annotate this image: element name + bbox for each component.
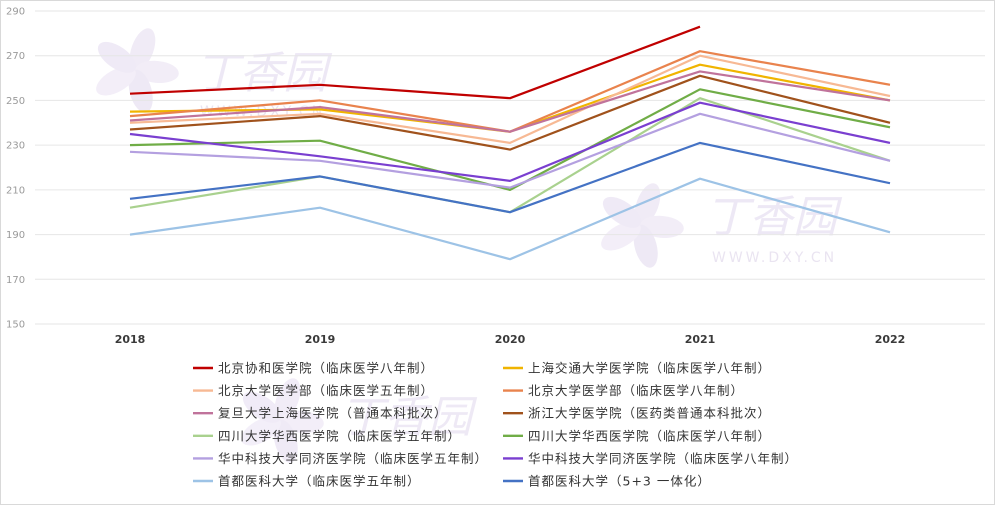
watermark-site-text: WWW.DXY.CN <box>712 250 837 266</box>
legend-label: 浙江大学医学院（医药类普通本科批次） <box>528 406 771 421</box>
legend-item: 浙江大学医学院（医药类普通本科批次） <box>503 406 771 421</box>
legend: 北京协和医学院（临床医学八年制） 上海交通大学医学院（临床医学八年制） 北京大学医学… <box>193 361 798 489</box>
x-tick-label: 2019 <box>305 333 336 346</box>
legend-label: 北京大学医学部（临床医学五年制） <box>218 383 434 398</box>
y-axis-ticks: 150 170 190 210 230 250 270 290 <box>6 7 25 331</box>
y-tick-label: 250 <box>6 96 25 107</box>
legend-label: 四川大学华西医学院（临床医学八年制） <box>528 428 771 443</box>
x-tick-label: 2018 <box>115 333 146 346</box>
legend-label: 上海交通大学医学院（临床医学八年制） <box>528 361 771 376</box>
series-line-8 <box>129 88 891 191</box>
legend-item: 华中科技大学同济医学院（临床医学八年制） <box>503 451 798 466</box>
watermark-logo-bottom: 丁香园 <box>241 378 478 463</box>
x-tick-label: 2022 <box>875 333 906 346</box>
legend-item: 北京大学医学部（临床医学八年制） <box>503 383 744 398</box>
series-line-9 <box>129 112 891 189</box>
legend-label: 北京协和医学院（临床医学八年制） <box>218 361 434 376</box>
y-tick-label: 150 <box>6 320 25 331</box>
legend-label: 首都医科大学（5+3 一体化） <box>528 474 711 489</box>
series-line-5 <box>129 70 891 133</box>
series-line-12 <box>129 141 891 214</box>
x-tick-label: 2021 <box>685 333 716 346</box>
x-axis-ticks: 2018 2019 2020 2021 2022 <box>115 333 906 346</box>
flower-icon <box>241 378 324 463</box>
legend-item: 上海交通大学医学院（临床医学八年制） <box>503 361 771 376</box>
series-line-1 <box>129 25 701 100</box>
legend-label: 复旦大学上海医学院（普通本科批次） <box>218 406 448 421</box>
y-tick-label: 190 <box>6 230 25 241</box>
legend-item: 首都医科大学（5+3 一体化） <box>503 474 711 489</box>
legend-label: 华中科技大学同济医学院（临床医学八年制） <box>528 451 798 466</box>
flower-icon <box>96 28 179 113</box>
legend-item: 四川大学华西医学院（临床医学五年制） <box>193 428 461 443</box>
y-tick-label: 270 <box>6 51 25 62</box>
legend-item: 北京大学医学部（临床医学五年制） <box>193 383 434 398</box>
legend-item: 四川大学华西医学院（临床医学八年制） <box>503 428 771 443</box>
legend-item: 复旦大学上海医学院（普通本科批次） <box>193 406 448 421</box>
legend-item: 北京协和医学院（临床医学八年制） <box>193 361 434 376</box>
legend-label: 四川大学华西医学院（临床医学五年制） <box>218 428 461 443</box>
legend-label: 北京大学医学部（临床医学八年制） <box>528 383 744 398</box>
series-line-6 <box>129 74 891 151</box>
legend-label: 首都医科大学（临床医学五年制） <box>218 474 421 489</box>
watermark-logo-top: 丁香园 WWW.DXY.CN <box>96 28 333 120</box>
series-line-11 <box>129 177 891 261</box>
x-tick-label: 2020 <box>495 333 526 346</box>
legend-item: 华中科技大学同济医学院（临床医学五年制） <box>193 451 488 466</box>
watermark-logo-right: 丁香园 WWW.DXY.CN <box>601 183 843 268</box>
y-tick-label: 210 <box>6 185 25 196</box>
legend-label: 华中科技大学同济医学院（临床医学五年制） <box>218 451 488 466</box>
legend-item: 首都医科大学（临床医学五年制） <box>193 474 421 489</box>
series-line-10 <box>129 101 891 182</box>
y-tick-label: 230 <box>6 141 25 152</box>
y-tick-label: 170 <box>6 275 25 286</box>
flower-icon <box>601 183 684 268</box>
watermark-brand-text: 丁香园 <box>340 392 478 443</box>
y-tick-label: 290 <box>6 7 25 18</box>
gridlines <box>35 10 985 325</box>
series-lines <box>129 25 891 261</box>
